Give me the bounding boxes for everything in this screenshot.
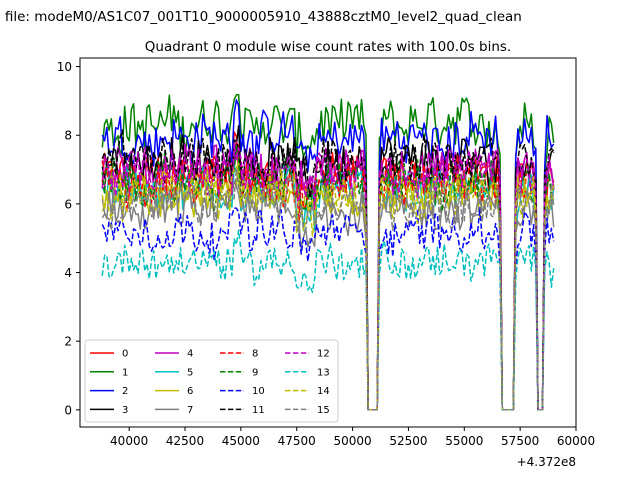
series-line-14 (101, 165, 555, 411)
x-tick-label: 52500 (389, 434, 427, 448)
x-tick-label: 55000 (445, 434, 483, 448)
x-tick-label: 40000 (110, 434, 148, 448)
series-line-12 (101, 143, 555, 411)
series-layer (101, 93, 555, 411)
y-axis: 0 2 4 6 8 10 (57, 60, 80, 417)
legend-box (84, 339, 339, 423)
legend-label-3: 3 (122, 405, 128, 416)
x-tick-label: 50000 (333, 434, 371, 448)
series-line-13 (101, 229, 555, 411)
y-tick-label: 6 (64, 197, 72, 211)
figure-suptitle: n file: modeM0/AS1C07_001T10_9000005910_… (0, 9, 522, 25)
x-tick-label: 60000 (557, 434, 595, 448)
legend-label-13: 13 (317, 367, 330, 378)
legend-label-9: 9 (252, 367, 258, 378)
y-tick-label: 4 (64, 266, 72, 280)
y-tick-label: 8 (64, 129, 72, 143)
legend-label-7: 7 (187, 405, 193, 416)
series-line-15 (101, 167, 555, 411)
x-tick-label: 47500 (278, 434, 316, 448)
legend-label-14: 14 (317, 386, 330, 397)
legend-label-1: 1 (122, 367, 128, 378)
chart-title: Quadrant 0 module wise count rates with … (145, 39, 511, 55)
y-tick-label: 2 (64, 335, 72, 349)
legend-label-10: 10 (252, 386, 265, 397)
legend-label-0: 0 (122, 349, 128, 360)
series-line-1 (101, 93, 555, 411)
legend-label-8: 8 (252, 349, 258, 360)
x-tick-label: 45000 (222, 434, 260, 448)
y-tick-label: 0 (64, 403, 72, 417)
x-tick-label: 42500 (166, 434, 204, 448)
legend-label-15: 15 (317, 405, 330, 416)
legend-label-6: 6 (187, 386, 193, 397)
y-tick-label: 10 (57, 60, 72, 74)
legend-label-12: 12 (317, 349, 330, 360)
series-line-2 (101, 98, 555, 411)
x-tick-label: 57500 (501, 434, 539, 448)
legend-label-5: 5 (187, 367, 193, 378)
legend-label-4: 4 (187, 349, 193, 360)
series-line-10 (101, 206, 555, 411)
x-axis-offset-label: +4.372e8 (517, 455, 576, 469)
x-axis: 40000 42500 45000 47500 50000 52500 55000 57500… (110, 427, 595, 448)
legend-label-2: 2 (122, 386, 128, 397)
axes-frame (79, 57, 577, 428)
legend-label-11: 11 (252, 405, 265, 416)
series-line-9 (101, 144, 555, 411)
